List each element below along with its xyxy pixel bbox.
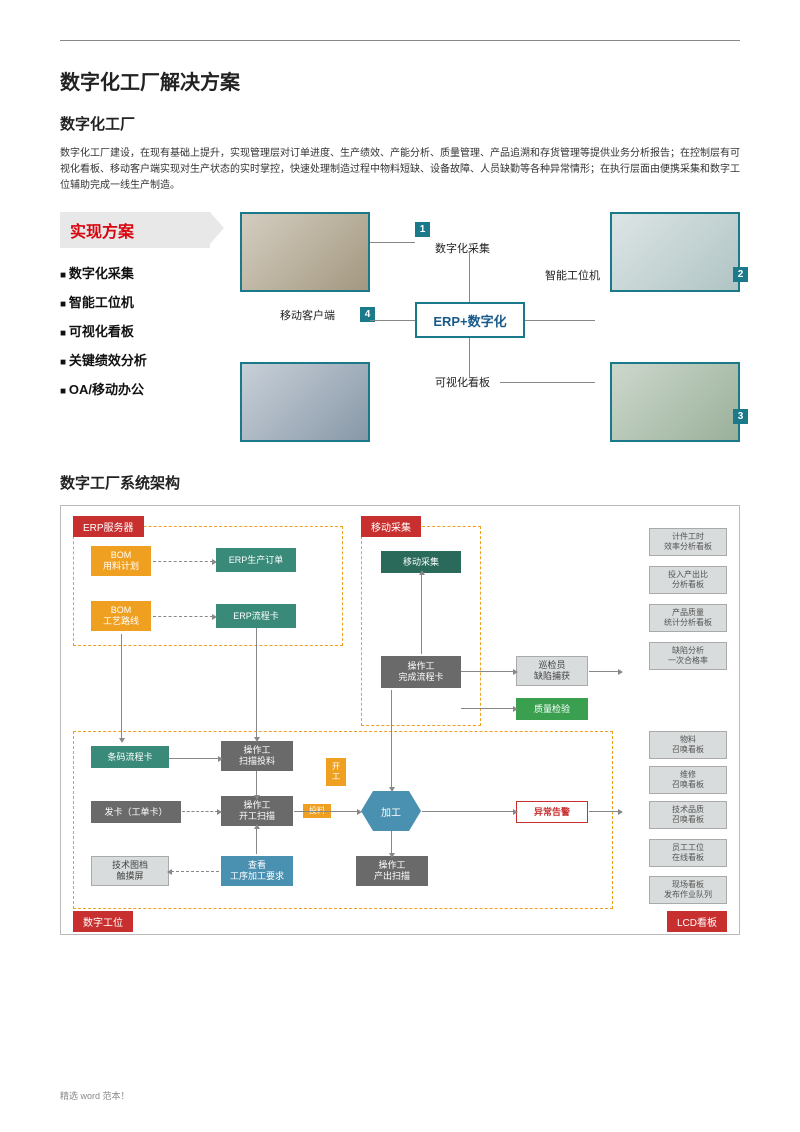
intro-paragraph: 数字化工厂建设，在现有基础上提升，实现管理层对订单进度、生产绩效、产能分析、质量… (60, 146, 740, 194)
display-photo (610, 362, 740, 442)
solution-banner: 实现方案 (60, 212, 210, 248)
op-complete-box: 操作工完成流程卡 (381, 656, 461, 688)
scanner-photo (240, 212, 370, 292)
lcd-box: 员工工位在线看板 (649, 839, 727, 867)
card-box: ERP流程卡 (216, 604, 296, 628)
mobile-photo (240, 362, 370, 442)
center-box: ERP+数字化 (415, 302, 525, 338)
section-heading-2: 数字工厂系统架构 (60, 472, 740, 493)
page-title: 数字化工厂解决方案 (60, 66, 740, 95)
solution-item: 可视化看板 (60, 316, 210, 345)
lcd-region-label: LCD看板 (667, 911, 727, 932)
tech-doc-box: 技术图档触摸屏 (91, 856, 169, 886)
solution-item: OA/移动办公 (60, 374, 210, 403)
header-rule (60, 40, 740, 41)
station-region-label: 数字工位 (73, 911, 133, 932)
badge-1: 1 (415, 222, 430, 237)
lcd-box: 维修召唤看板 (649, 766, 727, 794)
start-scan-box: 操作工开工扫描 (221, 796, 293, 826)
solution-list: 数字化采集 智能工位机 可视化看板 关键绩效分析 OA/移动办公 (60, 258, 210, 403)
section-heading-1: 数字化工厂 (60, 113, 740, 134)
badge-3: 3 (733, 409, 748, 424)
d1-label-3: 可视化看板 (435, 374, 490, 390)
footer-text: 精选 word 范本！ (60, 1089, 130, 1102)
qc-box: 质量检验 (516, 698, 588, 720)
start-label: 开工 (326, 758, 346, 786)
lcd-box: 缺陷分析一次合格率 (649, 642, 727, 670)
d1-label-4: 移动客户端 (280, 307, 335, 323)
scan-feed-box: 操作工扫描投料 (221, 741, 293, 771)
d1-label-1: 数字化采集 (435, 240, 490, 256)
d1-label-2: 智能工位机 (545, 267, 600, 283)
architecture-diagram: ERP服务器 移动采集 数字工位 LCD看板 BOM用料计划 ERP生产订单 B… (60, 505, 740, 935)
bom2-box: BOM工艺路线 (91, 601, 151, 631)
inspector-box: 巡检员缺陷捕获 (516, 656, 588, 686)
station-photo (610, 212, 740, 292)
solution-item: 数字化采集 (60, 258, 210, 287)
issue-box: 发卡（工单卡） (91, 801, 181, 823)
alert-box: 异常告警 (516, 801, 588, 823)
lcd-box: 投入产出比分析看板 (649, 566, 727, 594)
lcd-box: 计件工时效率分析看板 (649, 528, 727, 556)
lcd-box: 产品质量统计分析看板 (649, 604, 727, 632)
badge-2: 2 (733, 267, 748, 282)
out-scan-box: 操作工产出扫描 (356, 856, 428, 886)
lcd-box: 现场看板发布作业队列 (649, 876, 727, 904)
solution-diagram: 实现方案 数字化采集 智能工位机 可视化看板 关键绩效分析 OA/移动办公 ER… (60, 212, 740, 442)
order-box: ERP生产订单 (216, 548, 296, 572)
lcd-box: 技术品质召唤看板 (649, 801, 727, 829)
bom1-box: BOM用料计划 (91, 546, 151, 576)
solution-item: 智能工位机 (60, 287, 210, 316)
lcd-box: 物料召唤看板 (649, 731, 727, 759)
solution-left-panel: 实现方案 数字化采集 智能工位机 可视化看板 关键绩效分析 OA/移动办公 (60, 212, 210, 442)
solution-graphic: ERP+数字化 数字化采集 智能工位机 可视化看板 移动客户端 1 2 3 4 (220, 212, 740, 442)
process-hex: 加工 (361, 791, 421, 831)
erp-region-label: ERP服务器 (73, 516, 144, 537)
view-req-box: 查看工序加工要求 (221, 856, 293, 886)
solution-item: 关键绩效分析 (60, 345, 210, 374)
mobile-region-label: 移动采集 (361, 516, 421, 537)
barcode-box: 条码流程卡 (91, 746, 169, 768)
